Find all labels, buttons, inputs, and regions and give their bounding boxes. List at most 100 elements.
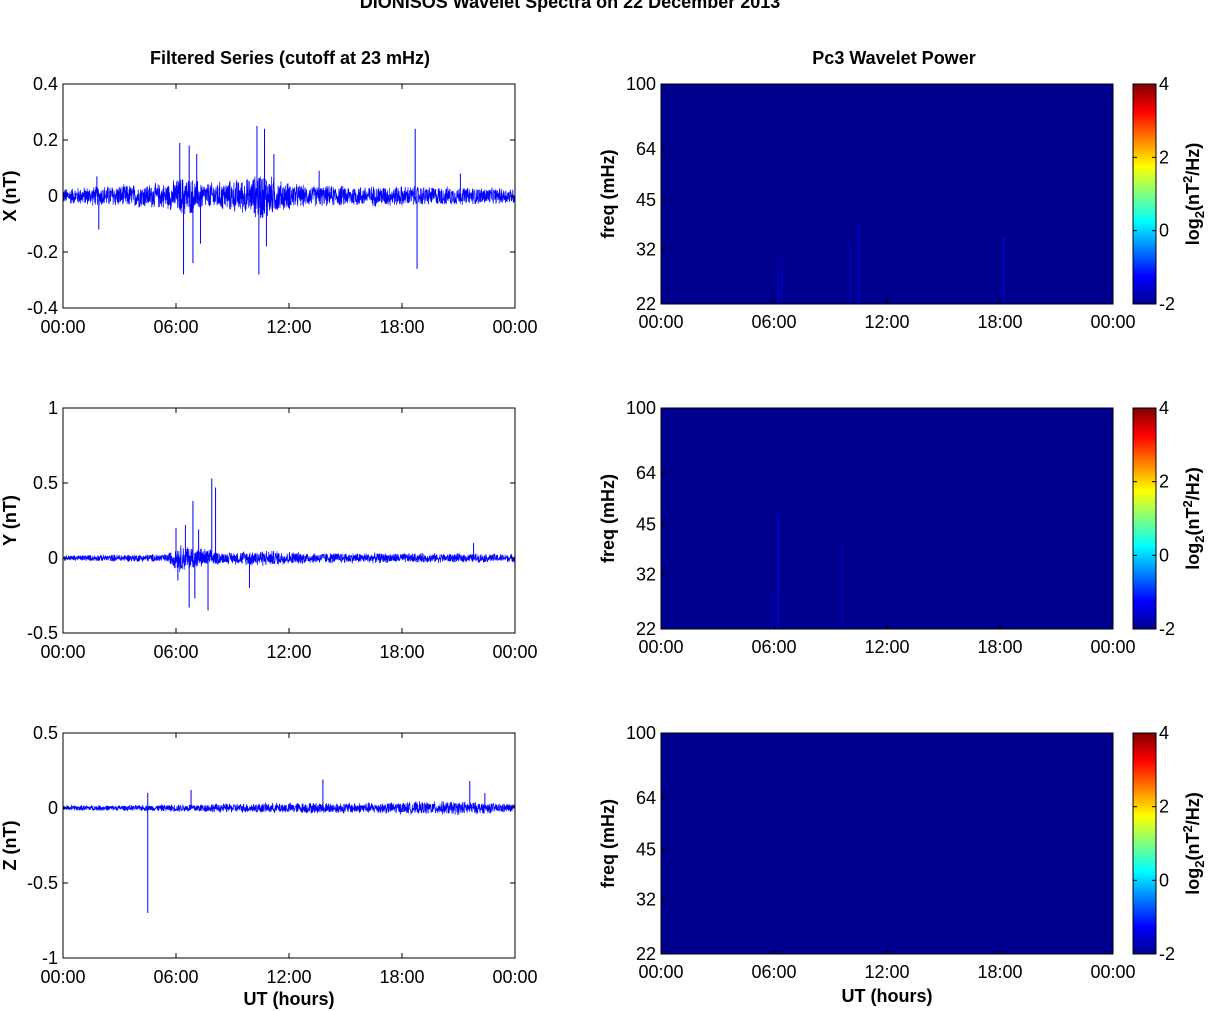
freq-tick-label: 45 xyxy=(636,190,656,210)
x-axis-label: UT (hours) xyxy=(244,989,335,1009)
colorbar-label-exponent: 2 xyxy=(1180,176,1195,183)
colorbar-label-rest: /Hz) xyxy=(1183,143,1203,176)
y-tick-label: -0.5 xyxy=(27,873,58,893)
y-tick-label: -0.4 xyxy=(27,298,58,318)
x-tick-label: 18:00 xyxy=(977,312,1022,332)
colorbar-label-base: 2 xyxy=(1192,535,1207,542)
x-tick-label: 18:00 xyxy=(379,317,424,337)
freq-tick-label: 64 xyxy=(636,463,656,483)
freq-axis-label: freq (mHz) xyxy=(598,149,618,238)
x-tick-label: 12:00 xyxy=(864,962,909,982)
colorbar-tick-label: -2 xyxy=(1159,619,1175,639)
colorbar-gradient xyxy=(1132,407,1157,630)
y-axis-label: Y (nT) xyxy=(0,495,20,546)
colorbar-label-exponent: 2 xyxy=(1180,500,1195,507)
x-tick-label: 00:00 xyxy=(638,962,683,982)
plot-area xyxy=(63,733,515,958)
x-tick-label: 18:00 xyxy=(977,962,1022,982)
x-tick-label: 06:00 xyxy=(751,312,796,332)
colorbar-label-base: 2 xyxy=(1192,860,1207,867)
colorbar-tick-label: 2 xyxy=(1159,472,1169,492)
colorbar-gradient xyxy=(1132,732,1157,955)
colorbar-tick-label: 4 xyxy=(1159,398,1169,418)
y-tick-label: 0.5 xyxy=(33,723,58,743)
x-tick-label: 00:00 xyxy=(492,642,537,662)
colorbar-label-unit: (nT xyxy=(1183,183,1203,211)
colorbar-label-exponent: 2 xyxy=(1180,825,1195,832)
colorbar-label-unit: (nT xyxy=(1183,508,1203,536)
freq-tick-label: 45 xyxy=(636,515,656,535)
x-tick-label: 06:00 xyxy=(751,637,796,657)
y-tick-label: 0 xyxy=(48,186,58,206)
colorbar-tick-label: 0 xyxy=(1159,221,1169,241)
x-tick-label: 00:00 xyxy=(40,967,85,987)
figure-title: DIONISOS Wavelet Spectra on 22 December … xyxy=(360,0,781,12)
y-tick-label: 0.2 xyxy=(33,130,58,150)
y-tick-label: 0.5 xyxy=(33,473,58,493)
colorbar-label-base: 2 xyxy=(1192,211,1207,218)
freq-tick-label: 22 xyxy=(636,294,656,314)
plot-area xyxy=(63,408,515,633)
x-tick-label: 00:00 xyxy=(40,317,85,337)
freq-axis-label: freq (mHz) xyxy=(598,474,618,563)
x-tick-label: 00:00 xyxy=(492,967,537,987)
colorbar-label: log2(nT2/Hz) xyxy=(1180,143,1207,245)
freq-tick-label: 100 xyxy=(626,398,656,418)
freq-tick-label: 45 xyxy=(636,840,656,860)
colorbar-tick-label: 4 xyxy=(1159,74,1169,94)
x-tick-label: 06:00 xyxy=(153,642,198,662)
y-tick-label: -1 xyxy=(42,948,58,968)
x-tick-label: 00:00 xyxy=(1090,312,1135,332)
colorbar-tick-label: 0 xyxy=(1159,545,1169,565)
freq-tick-label: 32 xyxy=(636,564,656,584)
colorbar-label-log: log xyxy=(1183,543,1203,570)
timeseries-panel-3: -1 -0.5 0 0.5 00:00 06:00 12:00 18:00 00:00 Z (nT… xyxy=(0,723,538,1009)
x-tick-label: 18:00 xyxy=(379,642,424,662)
freq-tick-label: 100 xyxy=(626,74,656,94)
panels-layer: -0.4 -0.2 0 0.2 0.4 00:00 06:00 12:00 18:00 00:00… xyxy=(0,74,1207,1009)
right-column-title: Pc3 Wavelet Power xyxy=(812,48,975,68)
spectrogram-image xyxy=(661,84,1113,304)
freq-axis-label: freq (mHz) xyxy=(598,799,618,888)
colorbar-label-log: log xyxy=(1183,218,1203,245)
x-tick-label: 06:00 xyxy=(153,317,198,337)
colorbar-tick-label: 0 xyxy=(1159,870,1169,890)
x-tick-label: 00:00 xyxy=(492,317,537,337)
timeseries-panel-1: -0.4 -0.2 0 0.2 0.4 00:00 06:00 12:00 18:00 00:00… xyxy=(0,74,538,337)
colorbar-label-rest: /Hz) xyxy=(1183,467,1203,500)
x-tick-label: 00:00 xyxy=(1090,962,1135,982)
y-tick-label: -0.5 xyxy=(27,623,58,643)
colorbar-label-rest: /Hz) xyxy=(1183,792,1203,825)
spectrogram-image xyxy=(661,733,1113,954)
x-tick-label: 12:00 xyxy=(864,637,909,657)
y-tick-label: 0 xyxy=(48,548,58,568)
x-tick-label: 00:00 xyxy=(638,312,683,332)
colorbar-label: log2(nT2/Hz) xyxy=(1180,467,1207,569)
freq-tick-label: 32 xyxy=(636,889,656,909)
spectrogram-image xyxy=(661,408,1113,629)
x-tick-label: 12:00 xyxy=(864,312,909,332)
freq-tick-label: 32 xyxy=(636,240,656,260)
colorbar-label-log: log xyxy=(1183,868,1203,895)
x-axis-label: UT (hours) xyxy=(842,986,933,1006)
colorbar-label: log2(nT2/Hz) xyxy=(1180,792,1207,894)
x-tick-label: 00:00 xyxy=(638,637,683,657)
x-tick-label: 12:00 xyxy=(266,967,311,987)
y-tick-label: 0 xyxy=(48,798,58,818)
colorbar-label-unit: (nT xyxy=(1183,833,1203,861)
y-axis-label: X (nT) xyxy=(0,171,20,222)
x-tick-label: 12:00 xyxy=(266,317,311,337)
colorbar-tick-label: -2 xyxy=(1159,294,1175,314)
x-tick-label: 12:00 xyxy=(266,642,311,662)
series-trace xyxy=(62,801,516,816)
y-tick-label: -0.2 xyxy=(27,242,58,262)
timeseries-panel-2: -0.5 0 0.5 1 00:00 06:00 12:00 18:00 00:00 Y (nT) xyxy=(0,398,538,662)
left-column-title: Filtered Series (cutoff at 23 mHz) xyxy=(150,48,430,68)
y-tick-label: 1 xyxy=(48,398,58,418)
x-tick-label: 00:00 xyxy=(1090,637,1135,657)
freq-tick-label: 64 xyxy=(636,139,656,159)
